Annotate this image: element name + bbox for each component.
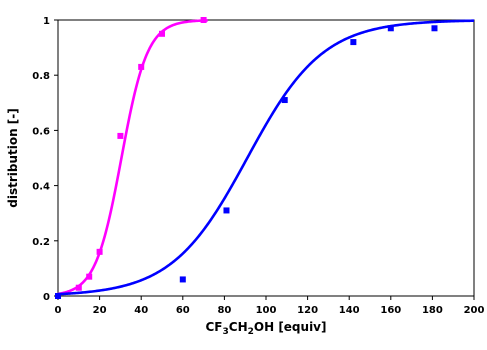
y-tick-label: 0.4: [32, 182, 50, 193]
data-point-series-2: [431, 25, 438, 32]
data-point-series-2: [281, 97, 288, 104]
data-point-series-1: [159, 30, 165, 37]
data-point-series-2: [387, 25, 394, 32]
data-point-series-2: [55, 293, 61, 299]
x-tick-label: 140: [339, 305, 360, 316]
x-tick-label: 80: [217, 305, 231, 316]
data-point-series-1: [96, 248, 103, 255]
x-tick-label: 100: [256, 305, 277, 316]
x-tick-label: 180: [422, 305, 443, 316]
data-point-series-1: [75, 284, 82, 291]
y-tick-label: 0.6: [32, 126, 50, 137]
x-axis-title: CF3CH2OH [equiv]: [205, 320, 326, 337]
x-tick-label: 160: [380, 305, 401, 316]
x-tick-label: 0: [55, 305, 62, 316]
data-points: [55, 17, 438, 299]
data-point-series-2: [223, 207, 230, 214]
fit-curves: [57, 19, 475, 296]
data-point-series-1: [138, 63, 145, 70]
y-tick-label: 0.2: [32, 237, 50, 248]
data-point-series-1: [200, 17, 207, 23]
fit-curve-2: [57, 19, 475, 296]
x-tick-label: 20: [93, 305, 107, 316]
x-tick-label: 120: [297, 305, 318, 316]
y-tick-label: 1: [43, 16, 50, 27]
data-point-series-1: [117, 132, 124, 139]
y-tick-label: 0: [43, 292, 50, 303]
y-tick-label: 0.8: [32, 71, 50, 82]
y-axis-title: distribution [-]: [6, 108, 20, 208]
data-point-series-2: [179, 276, 186, 283]
axes: 0 20 40 60 80 100 120 140 160 180 200 0 0.2 0.4 0.6 0.8…: [32, 16, 484, 316]
x-tick-label: 40: [134, 305, 148, 316]
fit-curve-1: [57, 19, 209, 296]
x-tick-label: 200: [464, 305, 485, 316]
data-point-series-1: [86, 273, 93, 280]
data-point-series-2: [350, 39, 357, 46]
x-tick-label: 60: [176, 305, 190, 316]
